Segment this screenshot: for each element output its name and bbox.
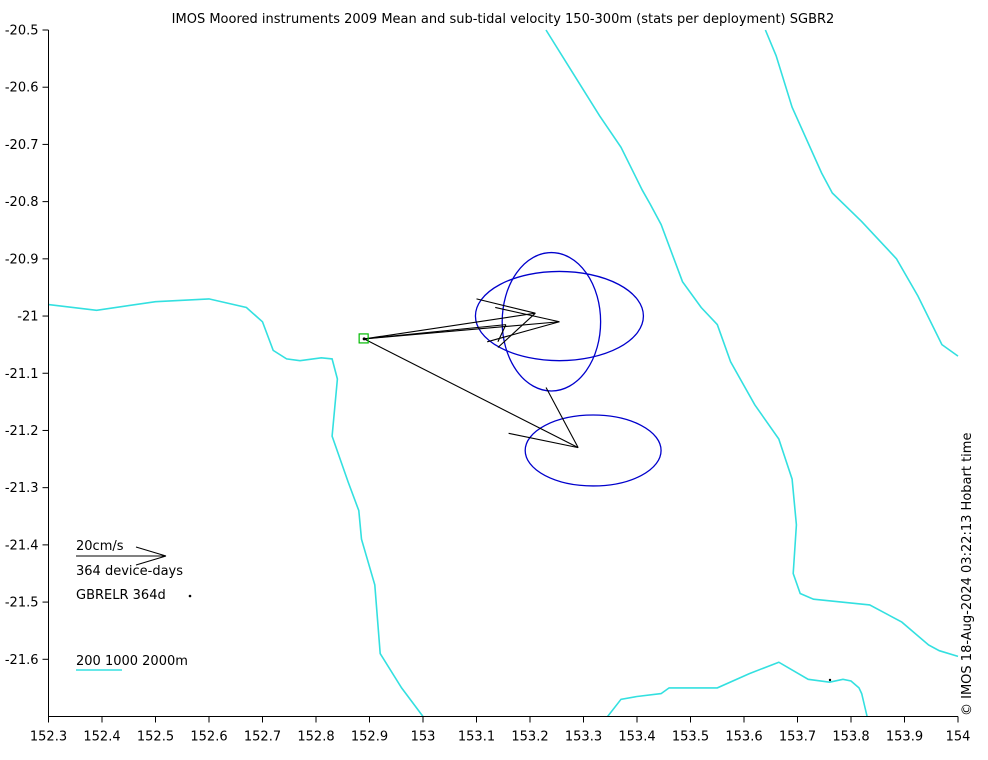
legend-isobaths-label: 200 1000 2000m (76, 654, 188, 669)
plot-area (48, 29, 959, 717)
x-tick-label: 152.8 (297, 730, 334, 745)
x-tick-label: 153.4 (618, 730, 655, 745)
x-tick-label: 154 (946, 730, 971, 745)
y-tick-label: -21.3 (5, 481, 39, 496)
x-tick-label: 153.1 (458, 730, 495, 745)
velocity-vector-5 (545, 387, 579, 448)
isobath-1000m (545, 29, 959, 658)
x-tick-label: 152.3 (30, 730, 67, 745)
x-tick-label: 153.7 (779, 730, 816, 745)
velocity-vector-9 (476, 298, 536, 314)
y-tick-label: -20.5 (5, 24, 39, 39)
y-tick-label: -20.6 (5, 81, 39, 96)
y-ticks: -20.5 -20.6 -20.7 -20.8 -20.9 -21 -21.1 -21.2 -2… (5, 24, 49, 668)
x-tick-label: 152.6 (190, 730, 227, 745)
x-tick-label: 153.8 (832, 730, 869, 745)
variance-ellipse-3 (524, 414, 662, 487)
x-tick-label: 152.9 (351, 730, 388, 745)
isobath-200m (48, 298, 424, 717)
velocity-vector-6 (508, 432, 579, 449)
velocity-vector-2 (364, 312, 536, 340)
y-tick-label: -21.2 (5, 424, 39, 439)
stray-dot (828, 678, 832, 682)
legend-scale-label: 20cm/s (76, 539, 124, 554)
x-tick-label: 152.4 (83, 730, 120, 745)
y-tick-label: -21.5 (5, 596, 39, 611)
x-tick-label: 153.2 (511, 730, 548, 745)
variance-ellipse-2 (501, 251, 602, 392)
timestamp-stamp: © IMOS 18-Aug-2024 03:22:13 Hobart time (960, 433, 975, 716)
x-tick-label: 153.6 (725, 730, 762, 745)
x-tick-label: 153 (411, 730, 436, 745)
map-title: IMOS Moored instruments 2009 Mean and su… (172, 12, 835, 27)
velocity-vector-3 (364, 324, 506, 340)
velocity-vector-8 (495, 306, 560, 323)
axes: 152.3 152.4 152.5 152.6 152.7 152.8 152.9 153 15… (5, 24, 971, 745)
y-tick-label: -21.1 (5, 367, 39, 382)
x-ticks: 152.3 152.4 152.5 152.6 152.7 152.8 152.9 153 15… (30, 716, 971, 745)
mooring-marker-icon (358, 333, 369, 344)
legend-site-dot (188, 594, 192, 598)
y-tick-label: -20.9 (5, 252, 39, 267)
isobath-2000m (764, 29, 959, 357)
mooring-point (362, 337, 366, 341)
y-tick-label: -21.6 (5, 653, 39, 668)
velocity-vectors (363, 298, 579, 449)
legend-site-label: GBRELR 364d (76, 588, 166, 603)
variance-ellipse-1 (474, 270, 645, 362)
legend-scale-arrow-icon (76, 546, 167, 566)
variance-ellipses (474, 251, 662, 487)
y-tick-label: -21 (17, 310, 38, 325)
isobath-lines (48, 29, 959, 717)
x-tick-label: 152.5 (137, 730, 174, 745)
mooring-site (358, 333, 369, 344)
x-tick-label: 153.9 (886, 730, 923, 745)
x-tick-label: 152.7 (244, 730, 281, 745)
velocity-vector-4 (363, 338, 579, 449)
velocity-vector-11 (497, 324, 507, 343)
legend-days-label: 364 device-days (76, 564, 183, 579)
y-tick-label: -21.4 (5, 538, 39, 553)
x-tick-label: 153.3 (565, 730, 602, 745)
y-tick-label: -20.8 (5, 195, 39, 210)
legend: 20cm/s 364 device-days GBRELR 364d 200 1… (76, 539, 192, 671)
x-tick-label: 153.5 (672, 730, 709, 745)
y-tick-label: -20.7 (5, 138, 39, 153)
isobath-shelf-south (606, 661, 868, 717)
velocity-vector-10 (497, 312, 536, 348)
